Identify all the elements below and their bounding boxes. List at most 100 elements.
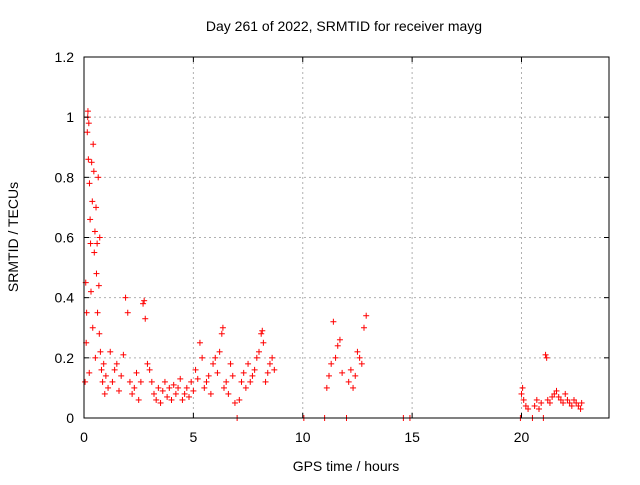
data-point [571,396,577,403]
y-tick-label: 0.2 [55,350,75,366]
data-point [105,384,112,391]
data-point [363,312,370,319]
data-point [97,348,104,355]
data-point [116,387,122,394]
data-point [546,399,553,406]
data-point [236,396,243,403]
data-point [256,348,262,355]
data-point [83,309,90,316]
data-point [124,309,131,316]
data-point [361,324,367,331]
data-point [113,360,120,367]
data-point [549,393,556,400]
data-point [551,390,558,397]
data-point [192,366,199,373]
data-point [207,390,214,397]
data-point [111,366,118,373]
data-point [89,324,96,331]
data-point [543,354,550,361]
data-point [518,390,525,397]
data-point [328,360,335,367]
data-point [109,378,116,385]
data-point [221,384,227,391]
data-point [212,354,219,361]
data-point [253,354,260,361]
data-point [260,339,267,346]
data-point [229,372,236,379]
data-point [93,204,100,211]
data-point [560,399,567,406]
data-point [238,378,245,385]
data-point [332,354,339,361]
data-point [186,393,192,400]
data-point [126,378,133,385]
x-tick-label: 20 [514,429,530,445]
data-point [181,390,188,397]
data-point [151,390,157,397]
data-point [218,330,225,337]
x-axis-label: GPS time / hours [293,458,400,474]
chart-title: Day 261 of 2022, SRMTID for receiver may… [206,18,482,34]
data-point [100,360,107,367]
data-point [94,309,101,316]
data-point [245,360,252,367]
data-point [137,378,144,385]
data-point [94,240,101,247]
data-point [326,372,332,379]
data-point [557,396,564,403]
data-point [101,390,108,397]
data-point [179,396,186,403]
data-point [155,384,162,391]
x-tick-label: 5 [189,429,197,445]
data-point [347,366,354,373]
data-point [99,378,106,385]
data-point [345,378,352,385]
data-point [555,393,562,400]
data-point [578,399,585,406]
data-point [214,369,221,376]
x-tick-label: 15 [404,429,420,445]
data-point [210,360,217,367]
data-point [92,354,99,361]
data-point [205,372,212,379]
data-point [129,390,136,397]
data-point [90,141,97,148]
data-point [93,270,100,277]
data-point [102,372,109,379]
data-point [177,375,184,382]
data-point [525,405,532,412]
data-point [87,240,94,247]
y-tick-label: 0.4 [55,290,75,306]
data-point [95,174,102,181]
data-point [133,369,140,376]
x-tick-label: 10 [295,429,311,445]
data-point [562,390,569,397]
data-point [553,387,560,394]
data-point [148,378,155,385]
y-tick-label: 0.8 [55,169,75,185]
data-point [323,384,330,391]
data-point [519,384,526,391]
data-point [89,198,96,205]
data-point [96,330,103,337]
data-point [122,294,129,301]
data-point [91,249,98,256]
data-point [87,216,94,223]
data-point [577,405,584,412]
data-point [568,402,575,409]
data-point [88,159,95,166]
data-point [196,339,203,346]
data-point [336,336,343,343]
data-point [531,402,538,409]
data-point [168,396,175,403]
data-point [566,399,573,406]
data-points-layer [82,108,585,421]
data-point [88,288,94,295]
grid-layer [84,57,609,418]
data-point [216,348,223,355]
data-point [223,378,230,385]
data-point [258,330,265,337]
data-point [538,399,545,406]
axes-layer: 0 5 10 15 20 0 0.2 0.4 0.6 0.8 1 1.2 [55,49,609,445]
data-point [86,369,93,376]
